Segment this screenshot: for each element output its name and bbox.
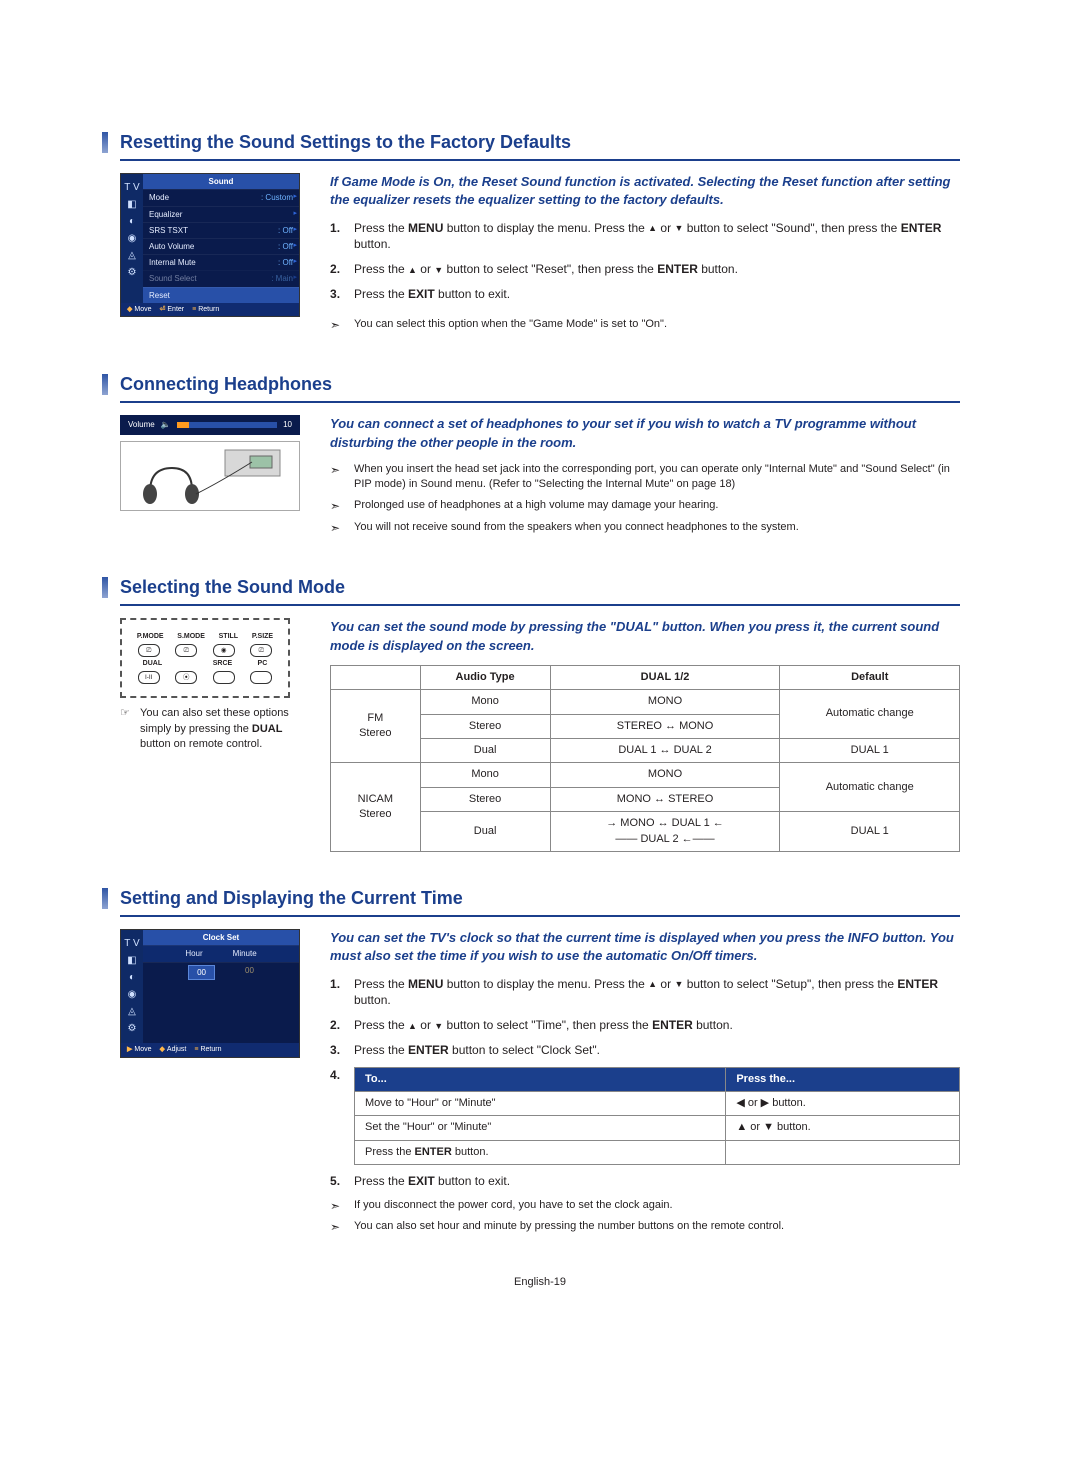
- step: Press the ENTER button to select "Clock …: [330, 1042, 960, 1059]
- step: To...Press the...Move to "Hour" or "Minu…: [330, 1067, 960, 1166]
- step: Press the MENU button to display the men…: [330, 976, 960, 1010]
- osd-screenshot: T V ◧◐◉◬⚙ Sound Mode: CustomEqualizerSRS…: [120, 173, 310, 338]
- note: You can select this option when the "Gam…: [330, 317, 960, 332]
- osd-clock: T V ◧◐◉◬⚙ Clock Set Hour Minute 00 00: [120, 929, 300, 1058]
- steps-list: Press the MENU button to display the men…: [330, 976, 960, 1191]
- time-table: To...Press the...Move to "Hour" or "Minu…: [354, 1067, 960, 1166]
- step: Press the ▲ or ▼ button to select "Time"…: [330, 1017, 960, 1034]
- section-title: Resetting the Sound Settings to the Fact…: [120, 130, 960, 161]
- section-reset-sound: Resetting the Sound Settings to the Fact…: [120, 130, 960, 338]
- headphone-illustration: [120, 441, 300, 511]
- remote-illustration: P.MODES.MODESTILLP.SIZE ⎚⎚◉⎚ DUALSRCEPC …: [120, 618, 290, 698]
- section-clock: Setting and Displaying the Current Time …: [120, 886, 960, 1241]
- note: Prolonged use of headphones at a high vo…: [330, 498, 960, 513]
- section-title: Selecting the Sound Mode: [120, 575, 960, 606]
- tip-text: You can also set these options simply by…: [120, 706, 310, 752]
- note: When you insert the head set jack into t…: [330, 462, 960, 493]
- section-intro: If Game Mode is On, the Reset Sound func…: [330, 173, 960, 209]
- note: You will not receive sound from the spea…: [330, 520, 960, 535]
- step: Press the EXIT button to exit.: [330, 1173, 960, 1190]
- section-intro: You can connect a set of headphones to y…: [330, 415, 960, 451]
- section-title: Setting and Displaying the Current Time: [120, 886, 960, 917]
- section-headphones: Connecting Headphones Volume 🔈 10: [120, 372, 960, 541]
- note: You can also set hour and minute by pres…: [330, 1219, 960, 1234]
- page-number: English-19: [120, 1275, 960, 1290]
- note: If you disconnect the power cord, you ha…: [330, 1198, 960, 1213]
- volume-osd: Volume 🔈 10: [120, 415, 300, 434]
- sound-mode-table: Audio TypeDUAL 1/2DefaultFMStereoMonoMON…: [330, 665, 960, 852]
- section-sound-mode: Selecting the Sound Mode P.MODES.MODESTI…: [120, 575, 960, 852]
- steps-list: Press the MENU button to display the men…: [330, 220, 960, 303]
- note-list: You can select this option when the "Gam…: [330, 317, 960, 332]
- section-title: Connecting Headphones: [120, 372, 960, 403]
- step: Press the ▲ or ▼ button to select "Reset…: [330, 261, 960, 278]
- step: Press the MENU button to display the men…: [330, 220, 960, 254]
- step: Press the EXIT button to exit.: [330, 286, 960, 303]
- section-intro: You can set the sound mode by pressing t…: [330, 618, 960, 654]
- section-intro: You can set the TV's clock so that the c…: [330, 929, 960, 965]
- note-list: When you insert the head set jack into t…: [330, 462, 960, 536]
- note-list: If you disconnect the power cord, you ha…: [330, 1198, 960, 1235]
